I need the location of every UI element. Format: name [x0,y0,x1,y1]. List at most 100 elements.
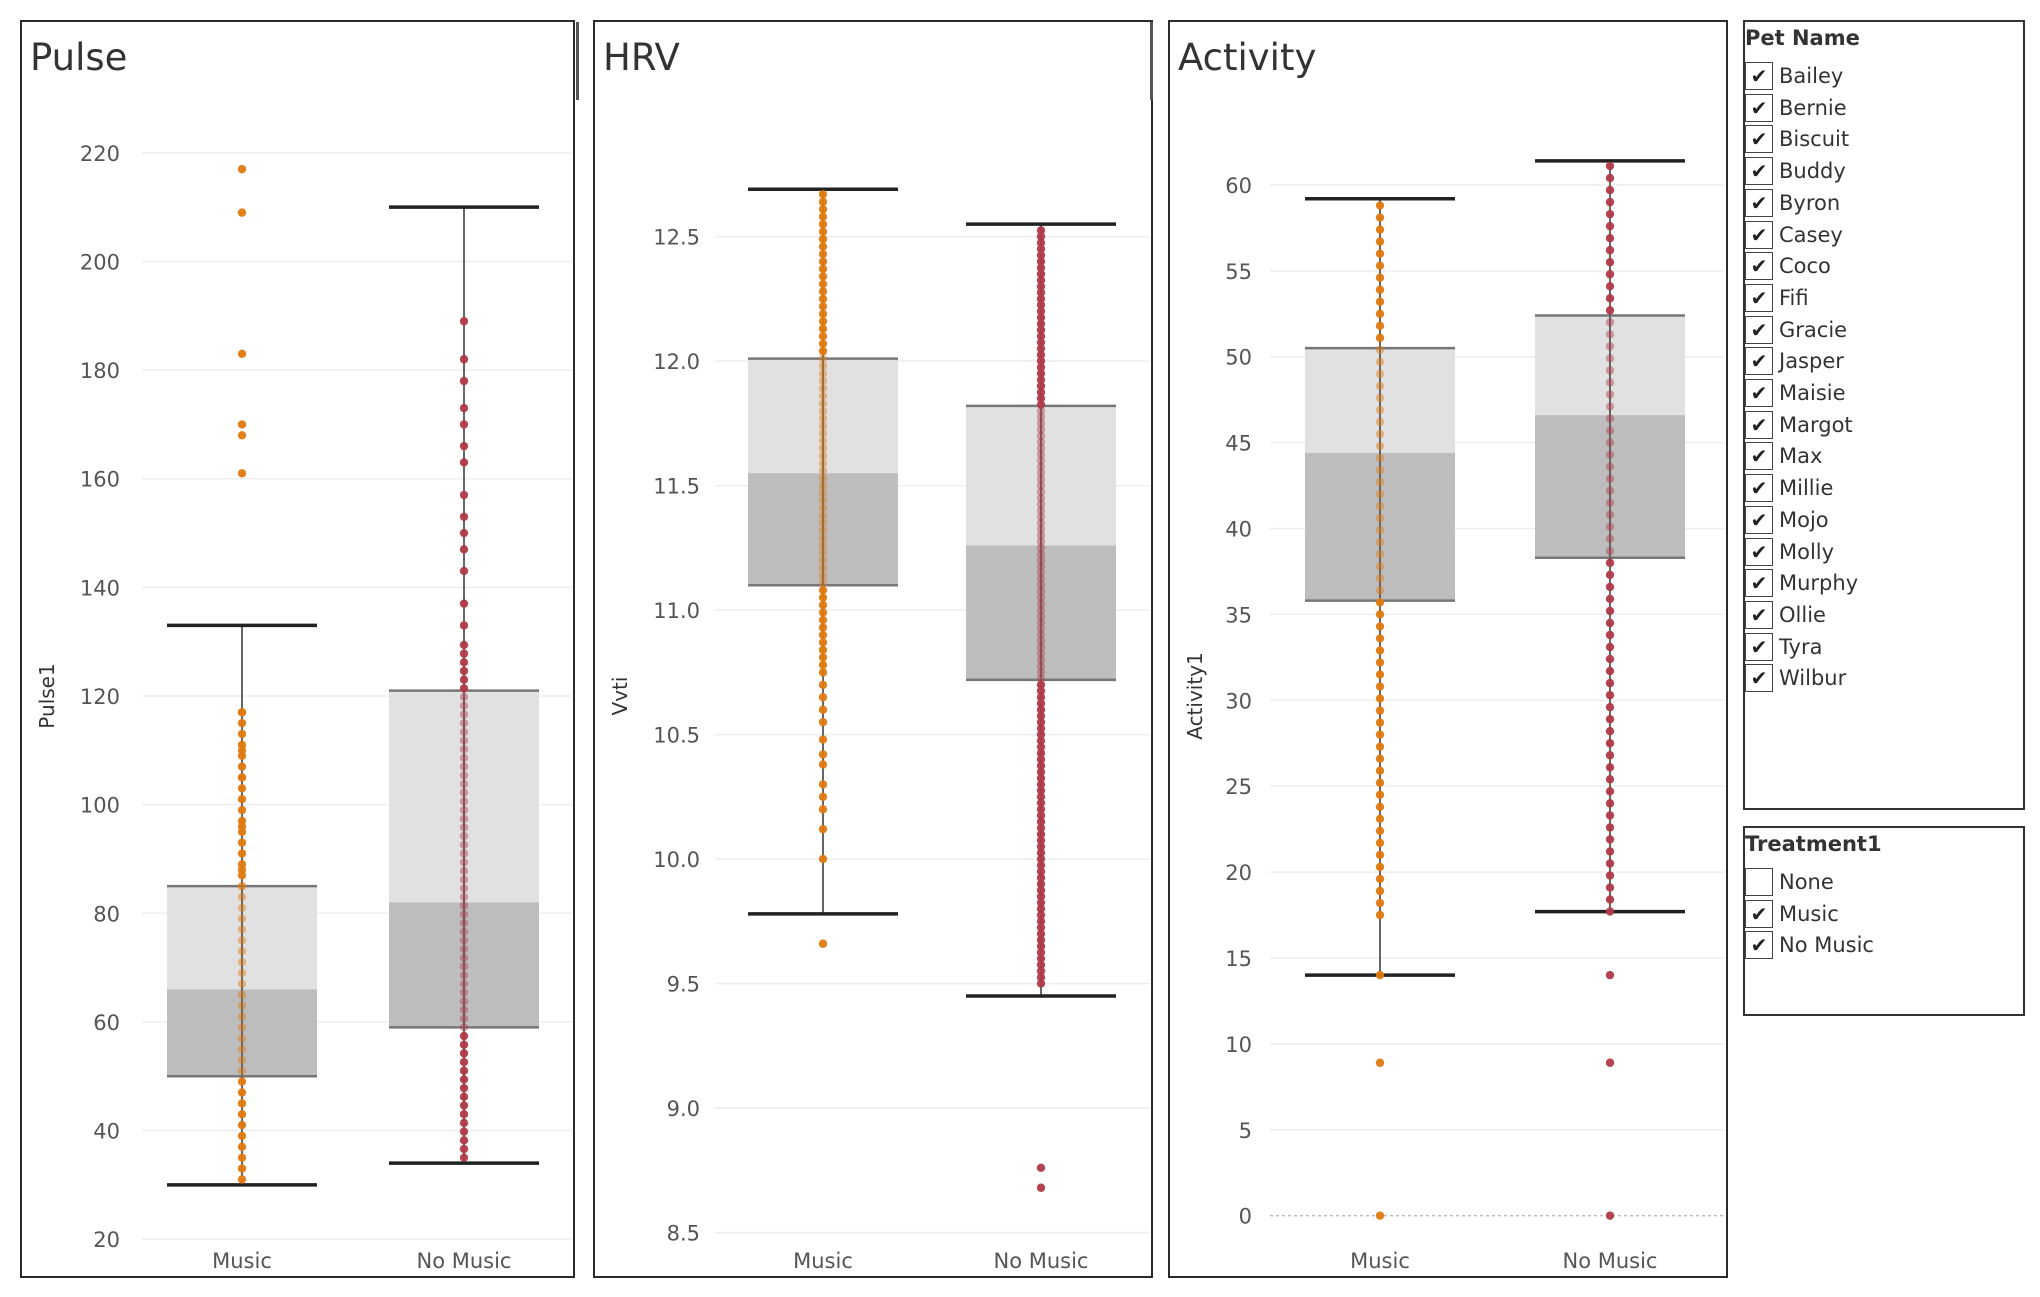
filter-option[interactable]: ✔ Bernie [1745,93,1847,123]
data-point [818,264,828,274]
filter-option[interactable]: ✔ Ollie [1745,600,1826,630]
checkbox-checked[interactable]: ✔ [1745,505,1773,534]
data-point [459,727,469,737]
check-mark-icon: ✔ [1750,933,1768,958]
filter-option[interactable]: ✔ Casey [1745,220,1843,250]
data-point [1036,724,1046,733]
data-point [1605,270,1615,279]
checkbox-checked[interactable]: ✔ [1745,474,1773,503]
data-point [1605,258,1615,267]
data-point [237,1001,247,1010]
data-point [237,936,247,945]
filter-option[interactable]: ✔ Murphy [1745,568,1858,598]
filter-option[interactable]: ✔ Coco [1745,251,1831,281]
y-tick-label: 10.5 [653,724,700,748]
data-point [237,1044,247,1054]
data-point [1036,954,1046,963]
filter-option[interactable]: ✔ Mojo [1745,505,1829,535]
y-tick-label: 120 [80,685,120,709]
data-point [1036,649,1046,658]
filter-option[interactable]: ✔ Bailey [1745,61,1843,91]
data-point [1036,269,1046,279]
checkbox-checked[interactable]: ✔ [1745,347,1773,376]
data-point [818,548,828,558]
data-point [1036,624,1046,633]
data-point [818,451,828,460]
data-point [1036,935,1046,945]
data-point [1375,766,1385,775]
filter-option[interactable]: ✔ Tyra [1745,632,1823,662]
checkbox-checked[interactable]: ✔ [1745,600,1773,629]
filter-option[interactable]: ✔ Jasper [1745,346,1844,376]
data-point [818,272,828,281]
filter-option[interactable]: ✔ Margot [1745,410,1853,440]
filter-option[interactable]: ✔ Biscuit [1745,124,1849,154]
checkbox-checked[interactable]: ✔ [1745,283,1773,312]
filter-option[interactable]: ✔ Gracie [1745,315,1847,345]
data-point [237,1077,247,1086]
checkbox-unchecked[interactable] [1745,868,1773,896]
checkbox-checked[interactable]: ✔ [1745,62,1773,90]
checkbox-checked[interactable]: ✔ [1745,220,1773,249]
data-point [1036,854,1046,864]
filter-option[interactable]: ✔ Byron [1745,188,1840,218]
data-point [1036,549,1046,559]
data-point [1036,226,1046,235]
data-point [1375,826,1385,836]
data-point [1036,406,1046,416]
check-mark-icon: ✔ [1750,602,1768,627]
filter-option[interactable]: ✔ Max [1745,441,1822,471]
checkbox-checked[interactable]: ✔ [1745,537,1773,566]
filter-option[interactable]: ✔ Fifi [1745,283,1809,313]
data-point [1605,787,1615,796]
data-point [1036,773,1046,783]
data-point [459,1066,469,1075]
data-point [459,745,469,754]
data-point [459,970,469,980]
checkbox-checked[interactable]: ✔ [1745,899,1773,928]
checkbox-checked[interactable]: ✔ [1745,410,1773,439]
title-divider [1150,22,1153,100]
data-point [1036,431,1046,441]
filter-option[interactable]: ✔ Wilbur [1745,663,1846,693]
checkbox-checked[interactable]: ✔ [1745,632,1773,661]
data-point [237,1088,247,1097]
filter-option[interactable]: None [1745,867,1834,897]
filter-option-label: None [1779,870,1834,894]
data-point [1605,907,1615,916]
filter-option[interactable]: ✔ No Music [1745,930,1874,960]
data-point [1036,412,1046,422]
data-point [237,1023,247,1032]
checkbox-checked[interactable]: ✔ [1745,315,1773,344]
data-point [1036,500,1046,509]
checkbox-checked[interactable]: ✔ [1745,157,1773,186]
check-mark-icon: ✔ [1750,507,1768,532]
checkbox-checked[interactable]: ✔ [1745,664,1773,693]
filter-option[interactable]: ✔ Maisie [1745,378,1846,408]
filter-option[interactable]: ✔ Molly [1745,537,1834,567]
checkbox-checked[interactable]: ✔ [1745,379,1773,407]
checkbox-checked[interactable]: ✔ [1745,188,1773,217]
data-point [1036,873,1046,882]
data-point [1605,534,1615,544]
checkbox-checked[interactable]: ✔ [1745,125,1773,154]
data-point [459,892,469,902]
checkbox-checked[interactable]: ✔ [1745,931,1773,960]
data-point [459,1118,469,1128]
data-point [1036,817,1046,826]
data-point [1605,474,1615,483]
checkbox-checked[interactable]: ✔ [1745,569,1773,598]
x-category-label: No Music [417,1249,512,1273]
checkbox-checked[interactable]: ✔ [1745,93,1773,122]
data-point [1036,581,1046,590]
filter-option[interactable]: ✔ Music [1745,899,1839,929]
data-point [1375,285,1385,294]
filter-option[interactable]: ✔ Buddy [1745,156,1846,186]
checkbox-checked[interactable]: ✔ [1745,442,1773,471]
data-point [818,354,828,363]
data-point [818,578,828,587]
y-tick-label: 50 [1225,346,1252,370]
checkbox-checked[interactable]: ✔ [1745,252,1773,281]
check-mark-icon: ✔ [1750,159,1768,184]
filter-option[interactable]: ✔ Millie [1745,473,1833,503]
